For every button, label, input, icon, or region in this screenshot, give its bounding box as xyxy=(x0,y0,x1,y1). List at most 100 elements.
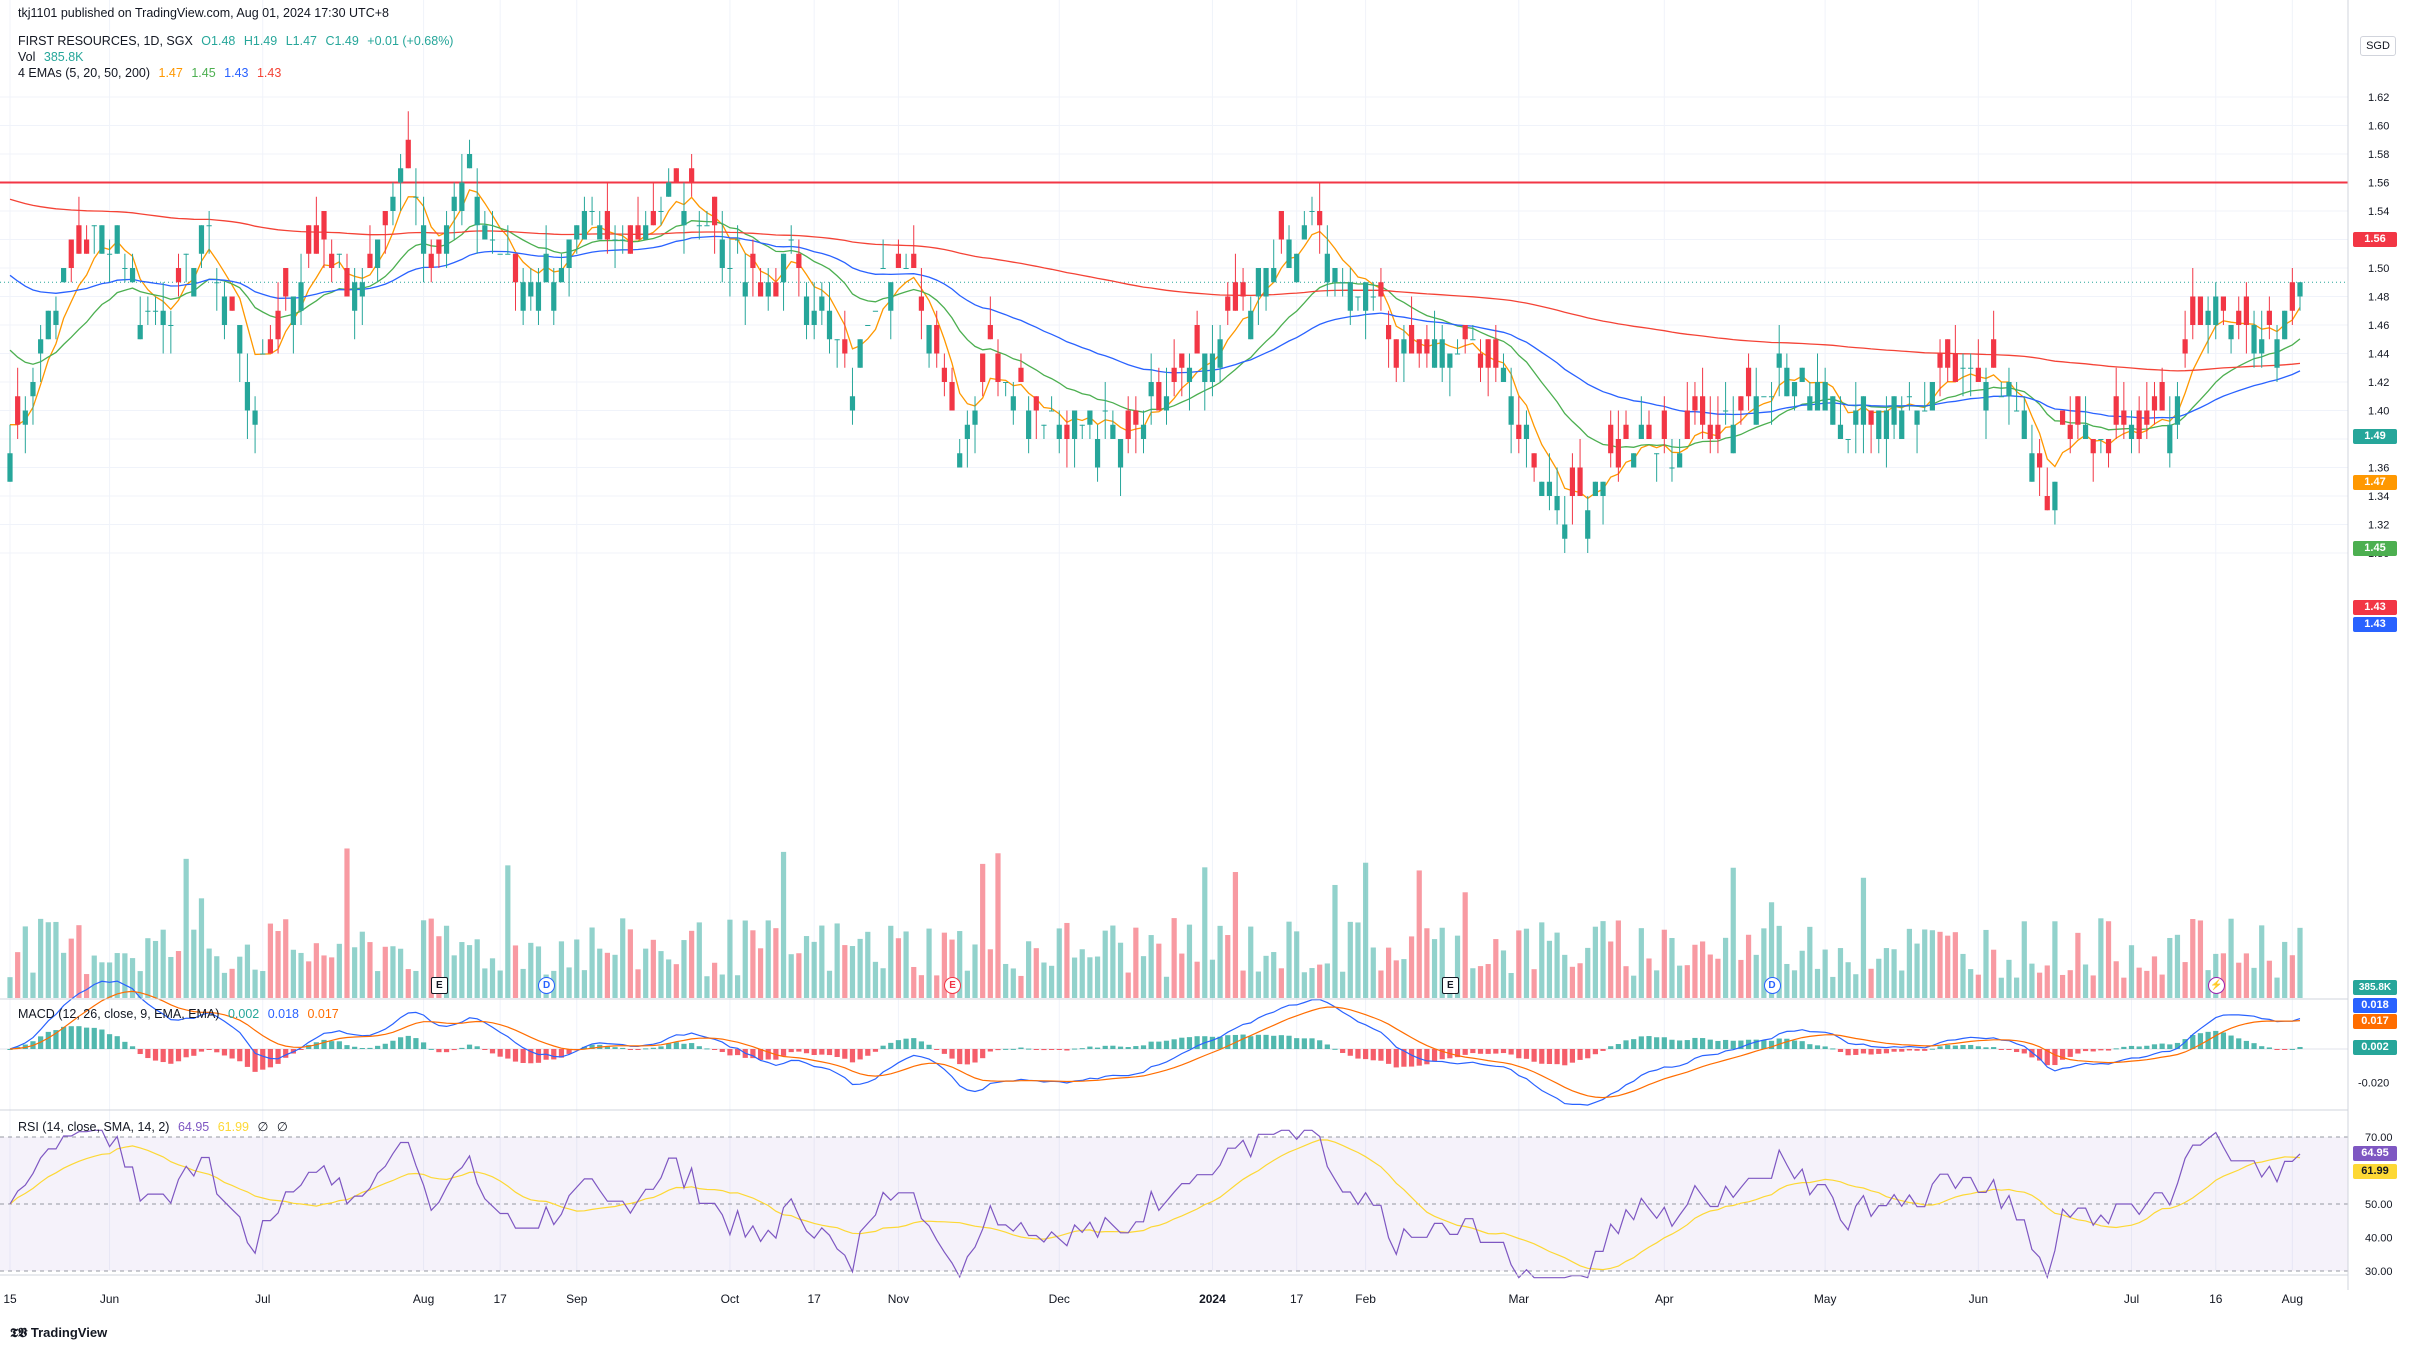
currency-button[interactable]: SGD xyxy=(2360,36,2396,56)
volume-bar xyxy=(2236,962,2242,998)
dividend-event-icon[interactable]: D xyxy=(538,977,556,994)
macd-histogram-bar xyxy=(390,1040,396,1049)
macd-histogram-bar xyxy=(1071,1048,1078,1050)
candle-body xyxy=(857,339,863,368)
ema20-value: 1.45 xyxy=(191,66,216,80)
tv-logo-icon: 𝕿𝖁 xyxy=(10,1325,31,1340)
volume-bar xyxy=(1922,929,1928,998)
candle-body xyxy=(466,154,473,169)
macd-histogram-bar xyxy=(336,1041,342,1049)
candle-body xyxy=(152,310,159,312)
macd-histogram-bar xyxy=(1562,1049,1568,1066)
tradingview-logo[interactable]: 𝕿𝖁 TradingView xyxy=(10,1325,107,1341)
volume-bar xyxy=(474,939,480,998)
macd-histogram-bar xyxy=(2213,1030,2219,1049)
candle-body xyxy=(1049,410,1055,412)
macd-histogram-bar xyxy=(811,1049,817,1056)
macd-histogram-bar xyxy=(1500,1049,1507,1054)
volume-bar xyxy=(1960,953,1966,998)
volume-bar xyxy=(1033,948,1039,998)
candle-body xyxy=(972,410,978,425)
candle-body xyxy=(1807,396,1813,411)
candle-body xyxy=(1730,424,1736,454)
volume-bar xyxy=(1715,958,1721,998)
macd-histogram-bar xyxy=(2266,1047,2272,1049)
dividend-event-icon[interactable]: D xyxy=(1763,977,1781,994)
candle-body xyxy=(1899,410,1905,439)
macd-histogram-bar xyxy=(183,1049,189,1058)
candle-body xyxy=(1615,439,1621,468)
candle-body xyxy=(1309,211,1315,212)
macd-histogram-bar xyxy=(2036,1049,2043,1061)
candle-body xyxy=(306,225,312,254)
price-axis-tick: 1.62 xyxy=(2368,92,2389,104)
earnings-event-icon[interactable]: E xyxy=(1441,977,1459,994)
candle-body xyxy=(375,239,381,268)
macd-histogram-bar xyxy=(99,1029,105,1049)
macd-histogram-bar xyxy=(612,1047,618,1049)
volume-bar xyxy=(1776,925,1782,998)
candle-body xyxy=(1975,367,1981,382)
ema200-value: 1.43 xyxy=(256,66,282,80)
candle-body xyxy=(30,382,36,397)
volume-bar xyxy=(1807,926,1813,998)
macd-histogram-bar xyxy=(2044,1049,2050,1066)
macd-histogram-bar xyxy=(1263,1034,1269,1049)
volume-bar xyxy=(1340,971,1346,998)
macd-histogram-bar xyxy=(1431,1049,1438,1062)
earnings-event-icon[interactable]: E xyxy=(430,977,448,994)
volume-bar xyxy=(1523,928,1530,998)
macd-histogram-bar xyxy=(1309,1038,1315,1049)
ema-legend: 4 EMAs (5, 20, 50, 200) 1.47 1.45 1.43 1… xyxy=(18,66,286,80)
volume-bar xyxy=(2282,941,2288,998)
rsi-tag: 64.95 xyxy=(2353,1146,2397,1161)
macd-histogram-bar xyxy=(1454,1049,1461,1058)
macd-histogram-bar xyxy=(712,1049,718,1050)
macd-histogram-bar xyxy=(1079,1048,1085,1050)
split-event-icon[interactable]: ⚡ xyxy=(2207,977,2225,994)
candle-body xyxy=(237,325,243,354)
volume-bar xyxy=(689,930,695,998)
volume-bar xyxy=(1385,947,1392,998)
candle-body xyxy=(99,225,105,254)
volume-bar xyxy=(2243,953,2249,998)
macd-histogram-bar xyxy=(551,1049,557,1060)
macd-histogram-bar xyxy=(520,1049,526,1063)
candle-body xyxy=(987,325,993,340)
macd-histogram-bar xyxy=(344,1045,350,1049)
ema5-value: 1.47 xyxy=(158,66,183,80)
volume-bar xyxy=(1876,958,1882,998)
candle-body xyxy=(2082,424,2089,439)
candle-body xyxy=(1784,367,1790,397)
candle-body xyxy=(1209,353,1216,382)
candle-body xyxy=(1814,382,1821,411)
earnings-event-icon[interactable]: E xyxy=(944,977,962,994)
candle-body xyxy=(15,396,21,425)
candle-body xyxy=(420,225,427,254)
candle-body xyxy=(1110,424,1116,439)
volume-bar xyxy=(704,976,710,998)
macd-histogram-bar xyxy=(1370,1049,1376,1061)
candle-body xyxy=(405,139,411,169)
macd-histogram-bar xyxy=(819,1049,825,1055)
volume-bar xyxy=(290,949,296,998)
macd-histogram-bar xyxy=(428,1048,434,1050)
price-axis-tick: 1.32 xyxy=(2368,520,2389,532)
candle-body xyxy=(2182,339,2188,354)
macd-histogram-bar xyxy=(244,1049,251,1067)
macd-histogram-bar xyxy=(451,1049,457,1051)
volume-bar xyxy=(443,925,450,998)
volume-bar xyxy=(1133,927,1139,998)
macd-histogram-bar xyxy=(2006,1049,2012,1050)
volume-bar xyxy=(2059,974,2066,998)
volume-bar xyxy=(428,918,434,998)
candle-body xyxy=(1401,339,1407,354)
macd-histogram-bar xyxy=(1983,1047,1989,1049)
volume-bar xyxy=(727,919,733,998)
volume-bar xyxy=(1768,902,1775,998)
volume-bar xyxy=(1010,968,1016,998)
ema5-price-tag: 1.47 xyxy=(2353,475,2397,490)
candle-body xyxy=(1133,410,1139,425)
macd-histogram-bar xyxy=(2121,1046,2127,1049)
